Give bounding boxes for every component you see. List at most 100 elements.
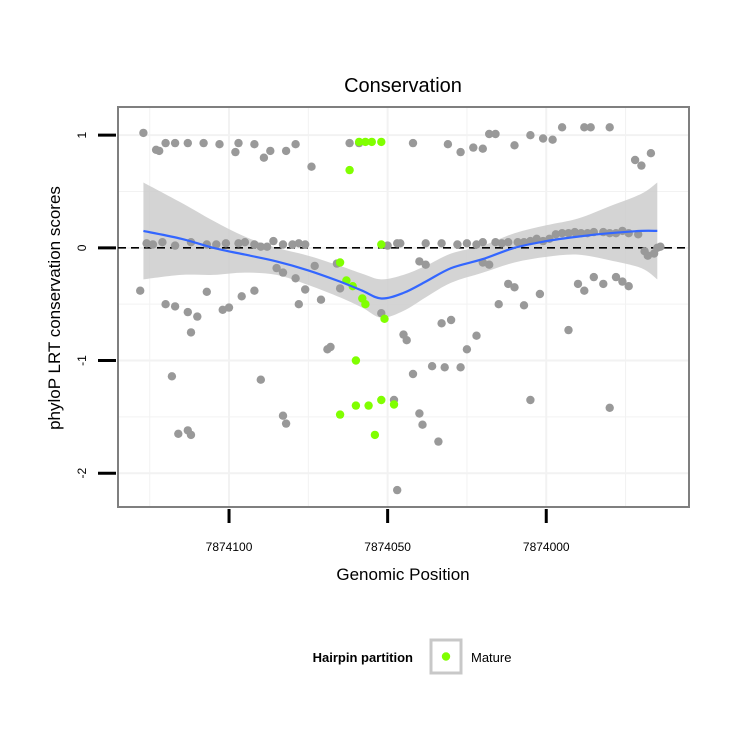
- data-point: [491, 129, 500, 139]
- data-point: [589, 272, 598, 282]
- confidence-band-layer: [143, 182, 658, 318]
- data-point: [335, 284, 345, 293]
- data-point: [637, 161, 646, 170]
- data-point: [434, 437, 443, 446]
- mature-point: [370, 430, 380, 440]
- data-point: [202, 287, 211, 296]
- data-point: [288, 240, 297, 249]
- data-point: [535, 289, 545, 299]
- data-point: [643, 251, 652, 260]
- legend-title: Hairpin partition: [313, 650, 413, 665]
- legend: Hairpin partition Mature: [313, 638, 511, 675]
- data-point: [136, 286, 145, 295]
- data-point: [291, 140, 300, 149]
- data-point: [393, 485, 402, 495]
- data-point: [519, 301, 529, 310]
- data-point: [548, 135, 557, 144]
- data-point: [472, 240, 481, 249]
- confidence-band: [143, 182, 658, 318]
- data-point: [605, 123, 614, 132]
- data-point: [618, 277, 627, 286]
- data-point: [269, 236, 278, 246]
- data-point: [446, 315, 456, 325]
- mature-point: [361, 137, 370, 147]
- data-point: [443, 140, 453, 149]
- data-point: [266, 146, 275, 156]
- data-point: [510, 283, 519, 292]
- data-point: [570, 227, 579, 237]
- smooth-line: [143, 229, 658, 300]
- data-point: [408, 138, 418, 148]
- data-point: [250, 286, 259, 295]
- data-point: [278, 240, 288, 249]
- data-point: [564, 229, 573, 238]
- data-point: [158, 238, 167, 247]
- data-point: [281, 146, 291, 156]
- mature-point: [389, 400, 399, 409]
- data-point: [231, 147, 240, 157]
- mature-point: [345, 165, 354, 175]
- data-point: [513, 238, 522, 247]
- data-point: [234, 138, 243, 148]
- data-point: [193, 312, 202, 321]
- data-point: [630, 155, 640, 165]
- data-point: [402, 336, 411, 345]
- data-point: [291, 274, 300, 283]
- data-point: [310, 261, 319, 271]
- data-point: [256, 375, 265, 384]
- data-point: [250, 140, 259, 149]
- data-point: [396, 239, 405, 248]
- legend-label-mature: Mature: [471, 650, 511, 665]
- data-point: [580, 123, 589, 132]
- data-point: [240, 238, 250, 247]
- data-point: [170, 138, 180, 148]
- data-point: [161, 138, 170, 148]
- data-point: [307, 162, 316, 171]
- data-point: [478, 238, 487, 247]
- legend-key-mature-point: [441, 652, 451, 661]
- data-point: [437, 319, 446, 328]
- data-point: [538, 134, 548, 143]
- data-point: [624, 282, 633, 291]
- legend-key-box: [429, 638, 463, 675]
- data-point: [440, 363, 449, 372]
- data-point: [586, 123, 595, 132]
- data-point: [605, 403, 614, 412]
- data-point: [139, 128, 148, 138]
- data-point: [256, 242, 265, 251]
- data-point: [294, 239, 303, 248]
- data-point: [186, 430, 196, 440]
- y-tick-label: 1: [75, 132, 89, 139]
- data-point: [224, 303, 234, 312]
- data-point: [167, 372, 177, 381]
- data-point: [326, 342, 335, 352]
- x-tick-label: 7874100: [206, 540, 253, 554]
- data-point: [174, 429, 183, 438]
- data-point: [237, 292, 246, 301]
- data-point: [497, 239, 506, 248]
- data-point: [301, 240, 310, 249]
- chart-title: Conservation: [344, 75, 462, 97]
- mature-point: [351, 356, 361, 365]
- data-point: [494, 300, 503, 309]
- data-point: [272, 263, 281, 273]
- data-point: [656, 242, 665, 251]
- y-tick-label: -2: [75, 468, 89, 479]
- data-point: [564, 325, 573, 335]
- smooth-line-layer: [143, 229, 658, 300]
- mature-point: [380, 314, 389, 323]
- data-point: [491, 238, 500, 247]
- data-point: [215, 140, 224, 149]
- data-point: [611, 272, 621, 282]
- data-point: [259, 153, 269, 162]
- data-point: [456, 363, 465, 372]
- data-point: [278, 411, 288, 420]
- data-point: [421, 260, 430, 269]
- data-point: [278, 268, 288, 277]
- data-point: [250, 240, 259, 249]
- mature-point: [367, 137, 376, 147]
- data-point: [472, 331, 481, 340]
- data-point: [421, 239, 430, 248]
- data-point: [301, 285, 310, 294]
